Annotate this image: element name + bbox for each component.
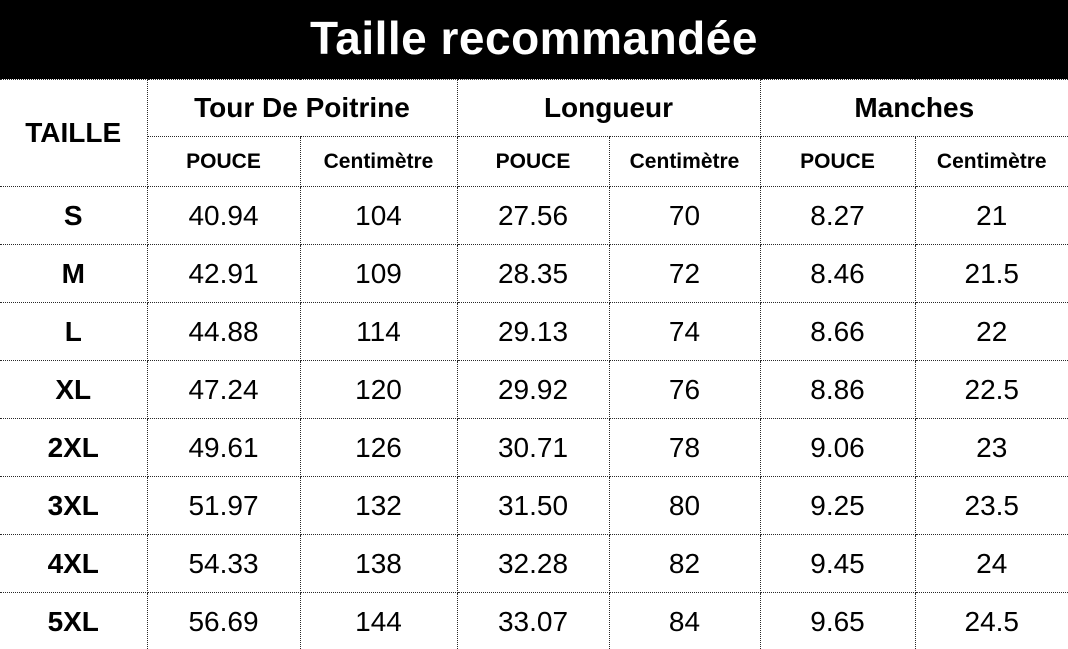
size-label-cell: 2XL (0, 418, 148, 477)
column-header-centimetre: Centimètre (608, 136, 761, 187)
size-label-cell: 5XL (0, 592, 148, 649)
measurement-cell: 22.5 (914, 360, 1068, 419)
measurement-cell: 132 (299, 476, 458, 535)
measurement-cell: 8.66 (759, 302, 916, 361)
measurement-cell: 47.24 (146, 360, 301, 419)
measurement-cell: 51.97 (146, 476, 301, 535)
size-label-cell: S (0, 186, 148, 245)
measurement-cell: 76 (608, 360, 761, 419)
measurement-cell: 8.46 (759, 244, 916, 303)
measurement-cell: 126 (299, 418, 458, 477)
header-unit-row: POUCE Centimètre POUCE Centimètre POUCE … (0, 136, 1068, 187)
measurement-cell: 23.5 (914, 476, 1068, 535)
size-label-cell: M (0, 244, 148, 303)
column-header-centimetre: Centimètre (914, 136, 1068, 187)
measurement-cell: 104 (299, 186, 458, 245)
measurement-cell: 9.06 (759, 418, 916, 477)
measurement-cell: 21 (914, 186, 1068, 245)
measurement-cell: 8.86 (759, 360, 916, 419)
measurement-cell: 74 (608, 302, 761, 361)
measurement-cell: 138 (299, 534, 458, 593)
measurement-cell: 72 (608, 244, 761, 303)
measurement-cell: 54.33 (146, 534, 301, 593)
size-label-cell: L (0, 302, 148, 361)
size-label-cell: 3XL (0, 476, 148, 535)
measurement-cell: 29.13 (456, 302, 610, 361)
measurement-cell: 70 (608, 186, 761, 245)
measurement-cell: 49.61 (146, 418, 301, 477)
table-row: M 42.91 109 28.35 72 8.46 21.5 (0, 244, 1068, 303)
column-header-manches: Manches (759, 79, 1068, 137)
measurement-cell: 144 (299, 592, 458, 649)
table-row: XL 47.24 120 29.92 76 8.86 22.5 (0, 360, 1068, 419)
measurement-cell: 8.27 (759, 186, 916, 245)
measurement-cell: 40.94 (146, 186, 301, 245)
measurement-cell: 82 (608, 534, 761, 593)
title-bar: Taille recommandée (0, 0, 1068, 79)
measurement-cell: 28.35 (456, 244, 610, 303)
size-label-cell: XL (0, 360, 148, 419)
measurement-cell: 9.25 (759, 476, 916, 535)
measurement-cell: 44.88 (146, 302, 301, 361)
page-title: Taille recommandée (310, 11, 758, 64)
header-group-row: TAILLE Tour De Poitrine Longueur Manches (0, 79, 1068, 187)
size-chart-table: TAILLE Tour De Poitrine Longueur Manches… (0, 79, 1068, 649)
measurement-cell: 80 (608, 476, 761, 535)
measurement-cell: 27.56 (456, 186, 610, 245)
measurement-cell: 24 (914, 534, 1068, 593)
column-header-taille: TAILLE (0, 79, 148, 187)
measurement-cell: 9.45 (759, 534, 916, 593)
measurement-cell: 84 (608, 592, 761, 649)
column-header-pouce: POUCE (456, 136, 610, 187)
measurement-cell: 120 (299, 360, 458, 419)
measurement-cell: 21.5 (914, 244, 1068, 303)
measurement-cell: 32.28 (456, 534, 610, 593)
measurement-cell: 109 (299, 244, 458, 303)
column-header-tour-de-poitrine: Tour De Poitrine (146, 79, 458, 137)
measurement-cell: 33.07 (456, 592, 610, 649)
measurement-cell: 42.91 (146, 244, 301, 303)
measurement-cell: 31.50 (456, 476, 610, 535)
column-header-pouce: POUCE (147, 136, 301, 187)
measurement-cell: 114 (299, 302, 458, 361)
column-header-longueur: Longueur (456, 79, 761, 137)
column-header-pouce: POUCE (759, 136, 916, 187)
size-table-body: S 40.94 104 27.56 70 8.27 21 M 42.91 109 28.35 72 8.… (0, 186, 1068, 649)
column-header-centimetre: Centimètre (299, 136, 458, 187)
measurement-cell: 23 (914, 418, 1068, 477)
table-row: 4XL 54.33 138 32.28 82 9.45 24 (0, 534, 1068, 593)
measurement-cell: 24.5 (914, 592, 1068, 649)
table-row: 2XL 49.61 126 30.71 78 9.06 23 (0, 418, 1068, 477)
measurement-cell: 30.71 (456, 418, 610, 477)
measurement-cell: 56.69 (146, 592, 301, 649)
measurement-cell: 29.92 (456, 360, 610, 419)
table-row: S 40.94 104 27.56 70 8.27 21 (0, 186, 1068, 245)
table-row: 5XL 56.69 144 33.07 84 9.65 24.5 (0, 592, 1068, 649)
measurement-cell: 9.65 (759, 592, 916, 649)
size-label-cell: 4XL (0, 534, 148, 593)
table-row: L 44.88 114 29.13 74 8.66 22 (0, 302, 1068, 361)
measurement-cell: 22 (914, 302, 1068, 361)
table-row: 3XL 51.97 132 31.50 80 9.25 23.5 (0, 476, 1068, 535)
measurement-cell: 78 (608, 418, 761, 477)
